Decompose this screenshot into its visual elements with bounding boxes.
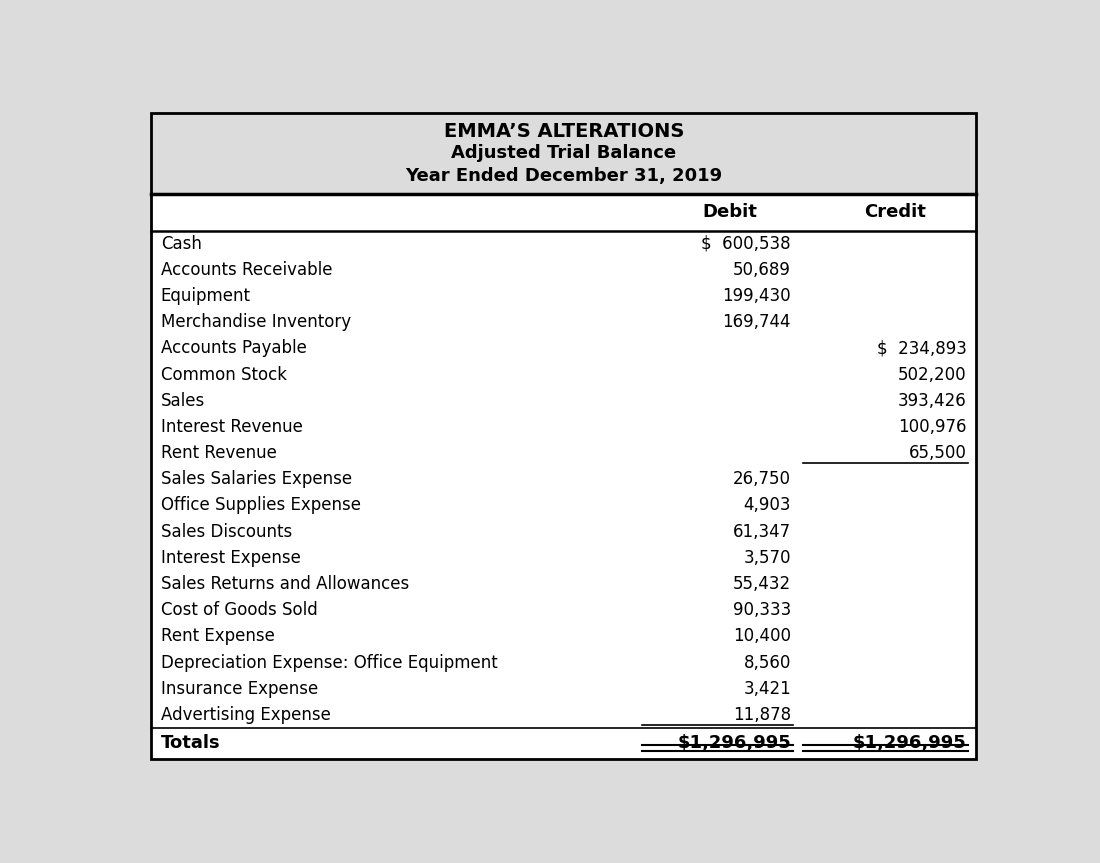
Text: 90,333: 90,333	[733, 602, 791, 620]
Text: Year Ended December 31, 2019: Year Ended December 31, 2019	[405, 167, 723, 185]
Text: 393,426: 393,426	[898, 392, 967, 410]
Text: 10,400: 10,400	[733, 627, 791, 646]
Text: EMMA’S ALTERATIONS: EMMA’S ALTERATIONS	[443, 122, 684, 141]
Text: 3,421: 3,421	[744, 680, 791, 698]
Text: Insurance Expense: Insurance Expense	[161, 680, 318, 698]
Text: Sales Discounts: Sales Discounts	[161, 523, 292, 541]
Text: 11,878: 11,878	[733, 706, 791, 724]
Text: 55,432: 55,432	[733, 575, 791, 593]
Text: 50,689: 50,689	[733, 261, 791, 279]
Bar	[152, 230, 976, 759]
Text: Rent Expense: Rent Expense	[161, 627, 275, 646]
Text: Accounts Payable: Accounts Payable	[161, 339, 307, 357]
Bar	[152, 193, 976, 230]
Bar	[152, 113, 976, 193]
Text: 4,903: 4,903	[744, 496, 791, 514]
Text: 199,430: 199,430	[723, 287, 791, 305]
Text: Sales: Sales	[161, 392, 205, 410]
Text: Common Stock: Common Stock	[161, 366, 287, 383]
Text: Totals: Totals	[161, 734, 220, 753]
Text: 100,976: 100,976	[899, 418, 967, 436]
Text: 61,347: 61,347	[733, 523, 791, 541]
Text: 65,500: 65,500	[909, 444, 967, 463]
Text: Cost of Goods Sold: Cost of Goods Sold	[161, 602, 318, 620]
Text: $1,296,995: $1,296,995	[852, 734, 967, 753]
Text: 3,570: 3,570	[744, 549, 791, 567]
Text: Debit: Debit	[703, 203, 758, 221]
Text: Interest Revenue: Interest Revenue	[161, 418, 302, 436]
Text: 8,560: 8,560	[744, 653, 791, 671]
Text: Sales Returns and Allowances: Sales Returns and Allowances	[161, 575, 409, 593]
Text: $1,296,995: $1,296,995	[678, 734, 791, 753]
Text: Depreciation Expense: Office Equipment: Depreciation Expense: Office Equipment	[161, 653, 497, 671]
Text: Sales Salaries Expense: Sales Salaries Expense	[161, 470, 352, 488]
Text: 26,750: 26,750	[733, 470, 791, 488]
Text: Accounts Receivable: Accounts Receivable	[161, 261, 332, 279]
Text: Cash: Cash	[161, 235, 201, 253]
Text: Adjusted Trial Balance: Adjusted Trial Balance	[451, 144, 676, 162]
Text: $  600,538: $ 600,538	[702, 235, 791, 253]
Text: Equipment: Equipment	[161, 287, 251, 305]
Text: Advertising Expense: Advertising Expense	[161, 706, 331, 724]
Text: Office Supplies Expense: Office Supplies Expense	[161, 496, 361, 514]
Text: Interest Expense: Interest Expense	[161, 549, 300, 567]
Text: 169,744: 169,744	[723, 313, 791, 331]
Text: Rent Revenue: Rent Revenue	[161, 444, 276, 463]
Text: Merchandise Inventory: Merchandise Inventory	[161, 313, 351, 331]
Text: Credit: Credit	[865, 203, 926, 221]
Text: 502,200: 502,200	[898, 366, 967, 383]
Text: $  234,893: $ 234,893	[877, 339, 967, 357]
